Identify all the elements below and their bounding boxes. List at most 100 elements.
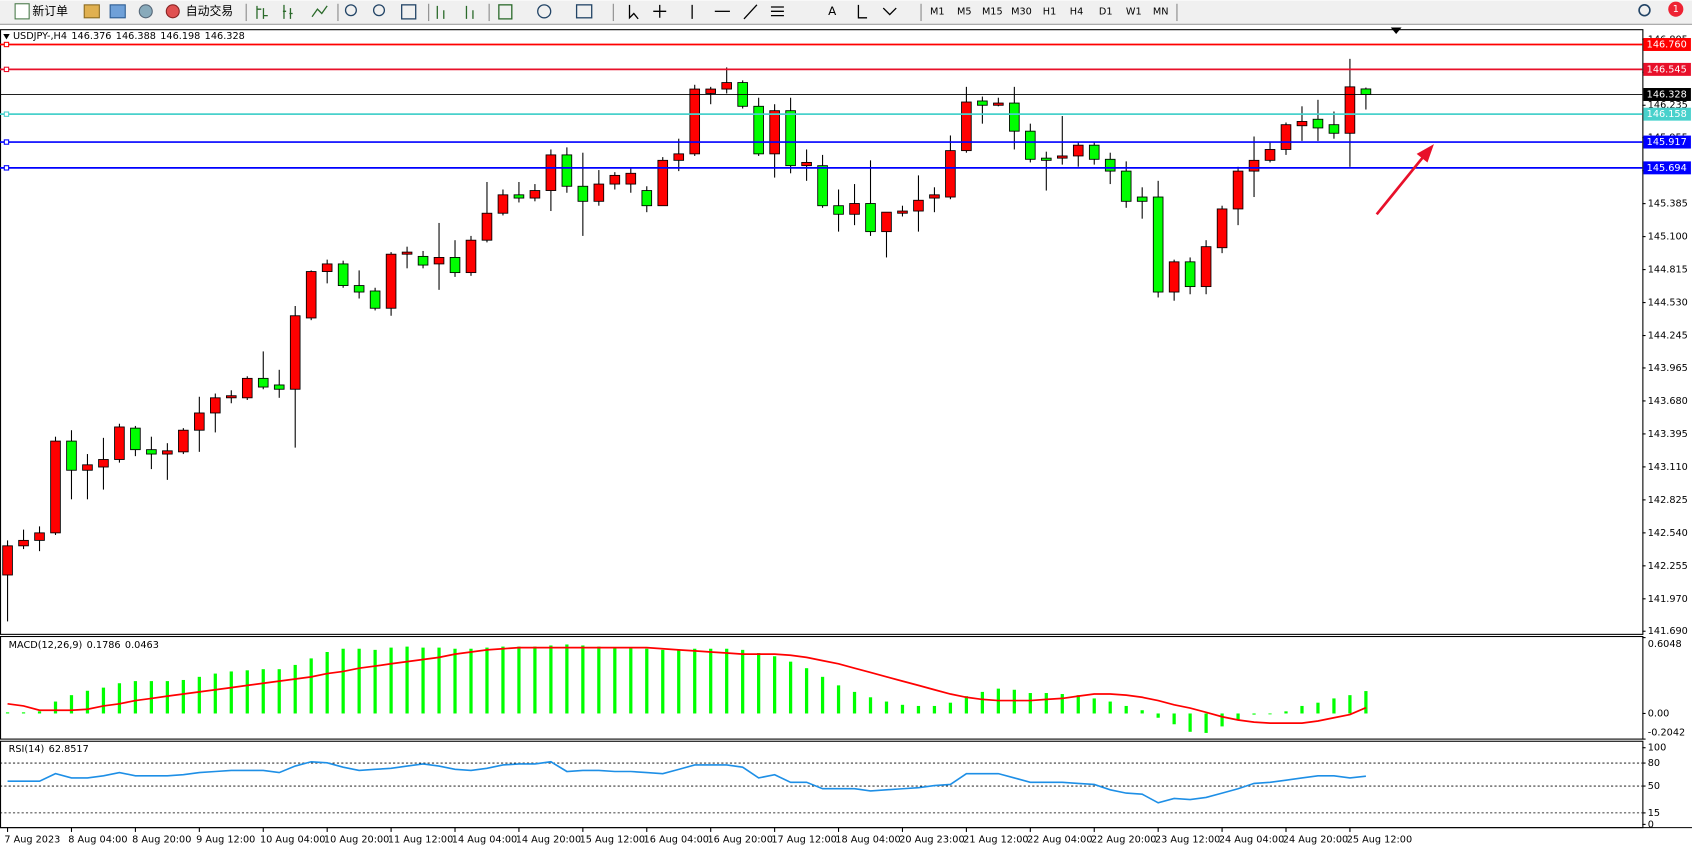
icon[interactable] — [138, 4, 153, 19]
macd-bar — [485, 647, 489, 714]
candle-body — [1056, 155, 1068, 159]
timeframe-button[interactable]: H1 — [1043, 6, 1056, 17]
timeframe-button[interactable]: W1 — [1126, 6, 1142, 17]
indicator-header: MACD(12,26,9) 0.1786 0.0463 — [9, 640, 159, 651]
last-price-label: 146.328 — [1647, 89, 1687, 100]
header-value: 146.198 — [160, 31, 200, 42]
y-tick-label: -0.2042 — [1648, 728, 1685, 739]
macd-bar — [661, 649, 665, 714]
new-order-icon[interactable] — [14, 3, 30, 20]
indicator-header: RSI(14) 62.8517 — [9, 744, 89, 755]
x-tick-label: 16 Aug 04:00 — [644, 835, 709, 846]
x-tick-label: 9 Aug 12:00 — [196, 835, 255, 846]
candle-body — [1328, 124, 1340, 134]
header-value: 146.376 — [71, 31, 111, 42]
candle-body — [1088, 144, 1100, 160]
header-arrow — [3, 34, 10, 40]
candle-body — [305, 271, 317, 319]
macd-bar — [565, 644, 569, 714]
toolbar-icons[interactable] — [256, 4, 897, 20]
icon[interactable] — [83, 4, 100, 19]
level-label-box — [1643, 62, 1691, 76]
y-tick-label: 143.965 — [1648, 363, 1688, 374]
macd-bar — [1364, 691, 1368, 714]
macd-bar — [900, 704, 905, 714]
x-tick-label: 7 Aug 2023 — [4, 835, 60, 846]
level-handle — [3, 66, 10, 73]
candle-body — [913, 199, 924, 212]
candle-body — [801, 161, 812, 167]
candle-body — [1136, 196, 1148, 202]
notification-badge[interactable] — [1668, 1, 1684, 17]
candle-body — [497, 194, 509, 214]
y-tick-label: 144.815 — [1648, 265, 1688, 276]
y-tick-label: 15 — [1648, 808, 1660, 819]
candle-body — [385, 253, 397, 309]
text-tool[interactable]: A — [828, 4, 837, 18]
candle-body — [210, 397, 221, 414]
y-tick-label: 80 — [1648, 758, 1660, 769]
new-order-button[interactable]: 新订单 — [32, 4, 68, 18]
x-tick-label: 25 Aug 12:00 — [1347, 835, 1412, 846]
candle-body — [289, 315, 301, 390]
macd-bar — [181, 679, 185, 714]
y-tick-label: 141.970 — [1648, 594, 1688, 605]
macd-bar — [757, 653, 761, 714]
x-tick-label: 22 Aug 20:00 — [1091, 835, 1156, 846]
candle-body — [817, 165, 828, 207]
timeframe-button[interactable]: M1 — [930, 6, 945, 17]
candle-body — [50, 440, 61, 534]
icon[interactable] — [109, 4, 126, 19]
macd-bar — [1284, 711, 1288, 714]
macd-bar — [1316, 702, 1320, 714]
y-tick-label: 143.680 — [1648, 396, 1688, 407]
timeframe-button[interactable]: MN — [1153, 6, 1169, 17]
search-icon[interactable] — [1638, 4, 1651, 17]
candle-body — [321, 263, 333, 272]
header-value: 0.1786 — [87, 640, 121, 651]
candle-body — [114, 426, 125, 460]
timeframe-button[interactable]: H4 — [1070, 6, 1083, 17]
candle-body — [1280, 124, 1292, 150]
auto-trading-button[interactable]: 自动交易 — [186, 4, 233, 18]
candle-body — [545, 154, 557, 191]
macd-bar — [725, 648, 729, 714]
macd-bar — [836, 685, 841, 714]
macd-bar — [453, 648, 457, 714]
macd-bar — [1300, 705, 1304, 714]
timeframe-button[interactable]: M5 — [957, 6, 972, 17]
candle-body — [1152, 196, 1164, 293]
x-tick-label: 17 Aug 12:00 — [771, 835, 836, 846]
x-tick-label: 16 Aug 20:00 — [707, 835, 772, 846]
macd-bar — [613, 647, 617, 714]
macd-bar — [101, 687, 106, 714]
x-tick-label: 11 Aug 12:00 — [388, 835, 453, 846]
candle-body — [641, 190, 653, 207]
auto-trading-icon[interactable] — [165, 4, 180, 19]
y-tick-label: 50 — [1648, 781, 1660, 792]
macd-bar — [1172, 713, 1176, 725]
timeframe-button[interactable]: M15 — [982, 6, 1003, 17]
level-label-box — [1643, 38, 1691, 51]
y-tick-label: 141.690 — [1648, 626, 1688, 637]
candle-body — [705, 88, 716, 94]
candle-body — [529, 190, 541, 199]
macd-bar — [325, 651, 329, 714]
level-handle — [3, 165, 10, 171]
candle-body — [146, 449, 157, 455]
x-tick-label: 10 Aug 20:00 — [324, 835, 389, 846]
timeframe-button[interactable]: M30 — [1011, 6, 1032, 17]
macd-bar — [469, 648, 473, 714]
macd-bar — [1108, 701, 1112, 714]
macd-bar — [1092, 698, 1096, 714]
timeframe-button[interactable]: D1 — [1099, 6, 1113, 17]
macd-bar — [1044, 693, 1048, 714]
candle-body — [337, 263, 349, 286]
candle-body — [2, 545, 13, 576]
macd-bar — [1060, 694, 1064, 714]
macd-bar — [1012, 689, 1016, 714]
macd-bar — [677, 649, 681, 714]
macd-bar — [948, 702, 953, 714]
macd-bar — [980, 691, 984, 714]
candle-body — [1232, 170, 1244, 210]
